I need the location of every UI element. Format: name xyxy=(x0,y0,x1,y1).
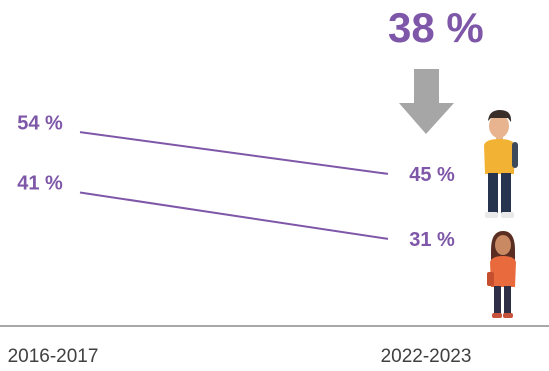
girl-student-icon xyxy=(487,231,516,318)
data-label: 54 % xyxy=(17,112,63,134)
boy-student-icon xyxy=(484,110,518,218)
data-label: 45 % xyxy=(409,164,455,186)
series-line xyxy=(79,191,389,240)
series-line xyxy=(79,131,389,175)
x-tick-label: 2016-2017 xyxy=(8,346,99,367)
data-label: 31 % xyxy=(409,229,455,251)
x-tick-label: 2022-2023 xyxy=(381,346,472,367)
data-label: 41 % xyxy=(17,173,63,195)
down-arrow-icon xyxy=(399,69,454,134)
